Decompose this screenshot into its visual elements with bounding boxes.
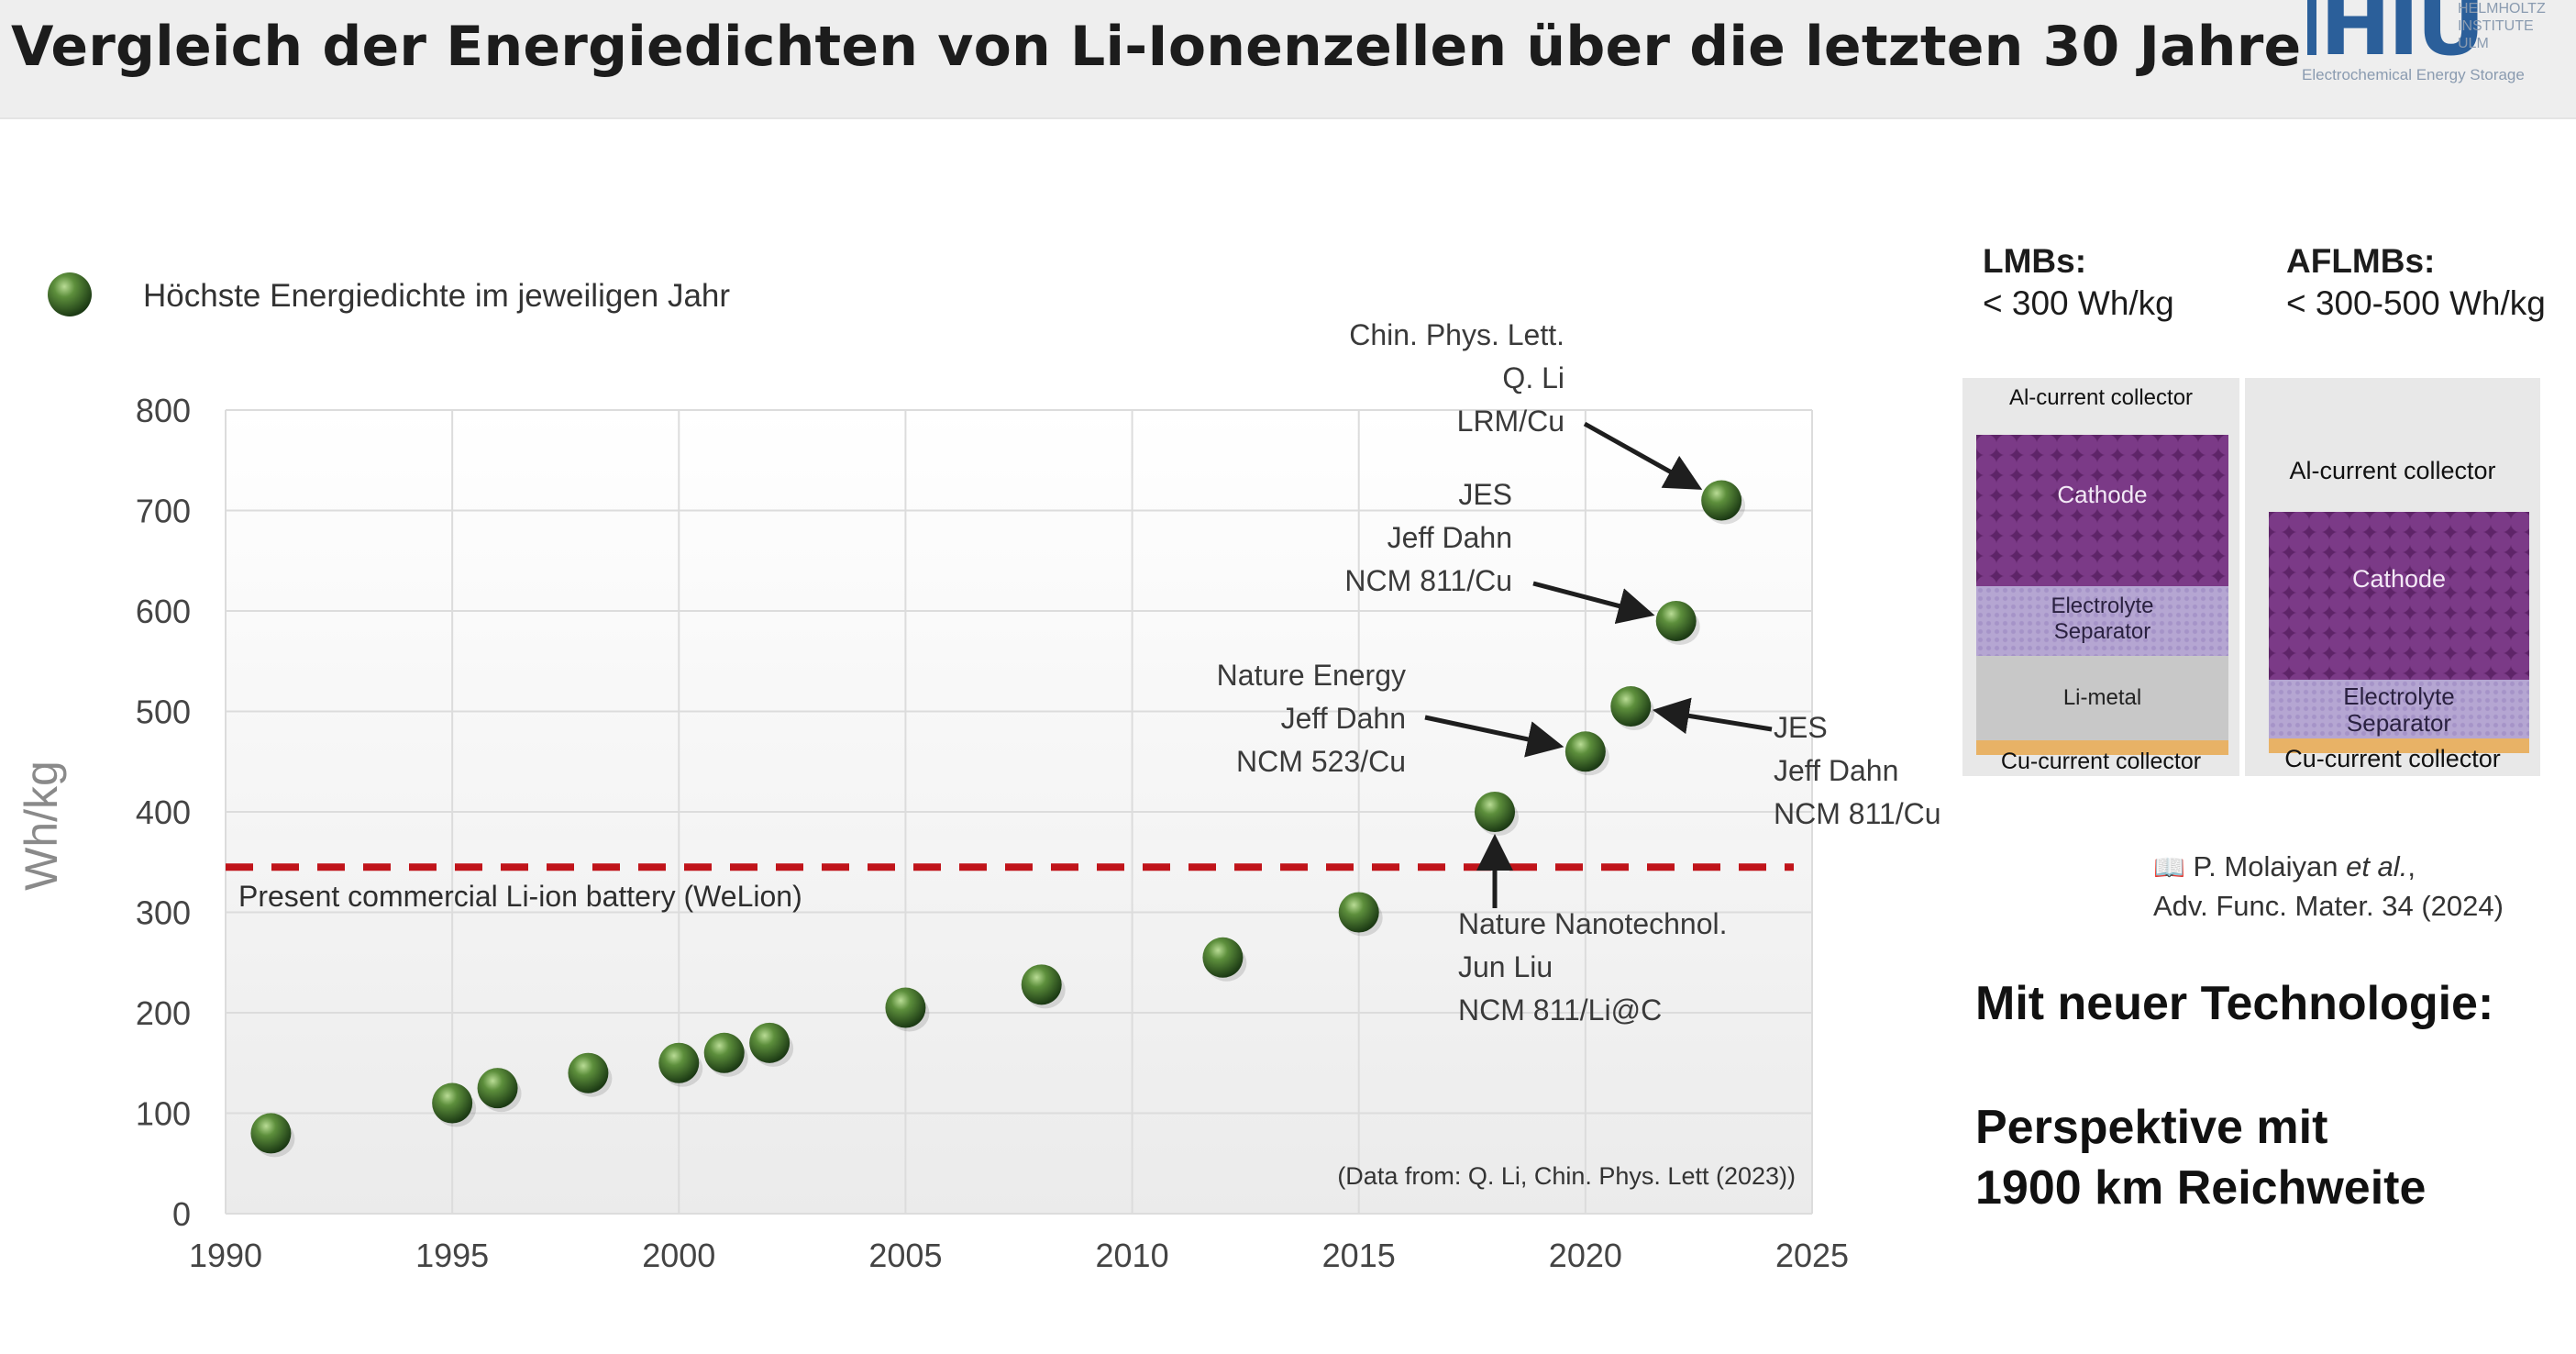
lmb-cathode-layer: Cathode <box>1976 435 2228 586</box>
x-tick-label: 2025 <box>1775 1237 1849 1274</box>
data-point <box>1338 892 1379 933</box>
y-tick-label: 400 <box>136 794 191 831</box>
source-note: (Data from: Q. Li, Chin. Phys. Lett (202… <box>1337 1162 1796 1190</box>
hiu-logo: HIU HELMHOLTZ INSTITUTE ULM Electrochemi… <box>2293 0 2568 92</box>
data-point <box>1701 480 1742 521</box>
logo-subtitle: Electrochemical Energy Storage <box>2302 66 2525 83</box>
slide-header: Vergleich der Energiedichten von Li-Ione… <box>0 0 2576 119</box>
reference-line-label: Present commercial Li-ion battery (WeLio… <box>238 880 802 913</box>
annotation-arrow <box>1652 697 1773 735</box>
aflmb-value: < 300-500 Wh/kg <box>2286 284 2546 322</box>
annotation-arrow <box>1532 581 1655 625</box>
y-tick-label: 500 <box>136 694 191 731</box>
lmb-diagram: Al-current collector Cathode Electrolyte… <box>1962 378 2239 776</box>
logo-text: HIU <box>2320 0 2485 74</box>
x-tick-label: 2020 <box>1549 1237 1622 1274</box>
aflmb-cu-collector-label: Cu-current collector <box>2284 745 2501 772</box>
lmb-li-metal-layer: Li-metal <box>1976 656 2228 740</box>
legend: Höchste Energiedichte im jeweiligen Jahr <box>48 272 730 316</box>
lmb-cu-collector-label: Cu-current collector <box>2000 749 2202 774</box>
headline-new-technology: Mit neuer Technologie: <box>1975 977 2494 1030</box>
annotation-arrow <box>1424 715 1564 758</box>
data-point <box>1021 964 1062 1005</box>
aflmb-electrolyte-layer: Electrolyte Separator <box>2269 680 2529 738</box>
y-tick-label: 600 <box>136 593 191 630</box>
x-tick-label: 2015 <box>1322 1237 1396 1274</box>
x-tick-label: 2005 <box>868 1237 942 1274</box>
y-tick-label: 700 <box>136 493 191 530</box>
x-ticks: 1990 1995 2000 2005 2010 2015 2020 2025 <box>189 1237 1849 1274</box>
aflmb-title: AFLMBs: <box>2286 242 2436 280</box>
y-tick-label: 100 <box>136 1095 191 1133</box>
data-point <box>568 1052 609 1093</box>
data-point <box>703 1032 745 1073</box>
x-tick-label: 2010 <box>1096 1237 1169 1274</box>
lmb-value: < 300 Wh/kg <box>1983 284 2174 322</box>
slide-title: Vergleich der Energiedichten von Li-Ione… <box>11 15 2302 79</box>
y-tick-label: 800 <box>136 392 191 429</box>
y-ticks: 0 100 200 300 400 500 600 700 800 <box>136 392 191 1233</box>
annotation-jes-ncm811-top: JES Jeff Dahn NCM 811/Cu <box>1344 478 1512 597</box>
grid <box>225 409 1813 1215</box>
logo-institute: HELMHOLTZ INSTITUTE ULM <box>2458 1 2546 51</box>
aflmb-cathode-layer: Cathode <box>2269 512 2529 680</box>
annotation-nature-energy: Nature Energy Jeff Dahn NCM 523/Cu <box>1216 659 1406 778</box>
y-tick-label: 0 <box>172 1195 191 1233</box>
legend-label: Höchste Energiedichte im jeweiligen Jahr <box>143 278 730 314</box>
x-tick-label: 2000 <box>642 1237 715 1274</box>
data-point <box>432 1082 473 1124</box>
citation: 📖 P. Molaiyan et al., Adv. Func. Mater. … <box>2153 850 2504 922</box>
data-point <box>250 1113 292 1154</box>
annotation-arrow <box>1583 421 1703 490</box>
y-tick-label: 200 <box>136 994 191 1032</box>
aflmb-al-collector-label: Al-current collector <box>2289 457 2496 484</box>
annotation-chin-phys-lett: Chin. Phys. Lett. Q. Li LRM/Cu <box>1349 318 1564 438</box>
lmb-cu-layer <box>1976 740 2228 755</box>
y-tick-label: 300 <box>136 894 191 932</box>
x-tick-label: 1990 <box>189 1237 262 1274</box>
x-tick-label: 1995 <box>415 1237 489 1274</box>
data-point <box>1564 731 1606 772</box>
aflmb-cu-layer <box>2269 738 2529 753</box>
data-points <box>250 480 1746 1158</box>
data-point <box>1475 792 1515 832</box>
lmb-al-collector-label: Al-current collector <box>2008 385 2194 410</box>
data-point <box>885 987 926 1028</box>
lmb-title: LMBs: <box>1983 242 2087 280</box>
data-point <box>1655 600 1697 641</box>
data-point <box>749 1022 790 1063</box>
data-point <box>1610 686 1652 727</box>
aflmb-diagram: Al-current collector Cathode Electrolyte… <box>2245 378 2540 776</box>
logo-bar <box>2307 0 2316 55</box>
book-icon: 📖 <box>2153 853 2185 882</box>
perspective-text: Perspektive mit 1900 km Reichweite <box>1975 1101 2427 1215</box>
data-point <box>477 1068 518 1109</box>
data-point <box>1202 937 1244 978</box>
annotation-jes-ncm811-right: JES Jeff Dahn NCM 811/Cu <box>1774 711 1941 830</box>
annotation-arrows <box>1424 421 1773 908</box>
data-point <box>658 1042 700 1083</box>
annotation-nature-nanotechnol: Nature Nanotechnol. Jun Liu NCM 811/Li@C <box>1458 907 1728 1027</box>
lmb-electrolyte-layer: Electrolyte Separator <box>1976 586 2228 656</box>
y-axis-label: Wh/kg <box>16 760 67 891</box>
legend-marker <box>48 272 92 316</box>
